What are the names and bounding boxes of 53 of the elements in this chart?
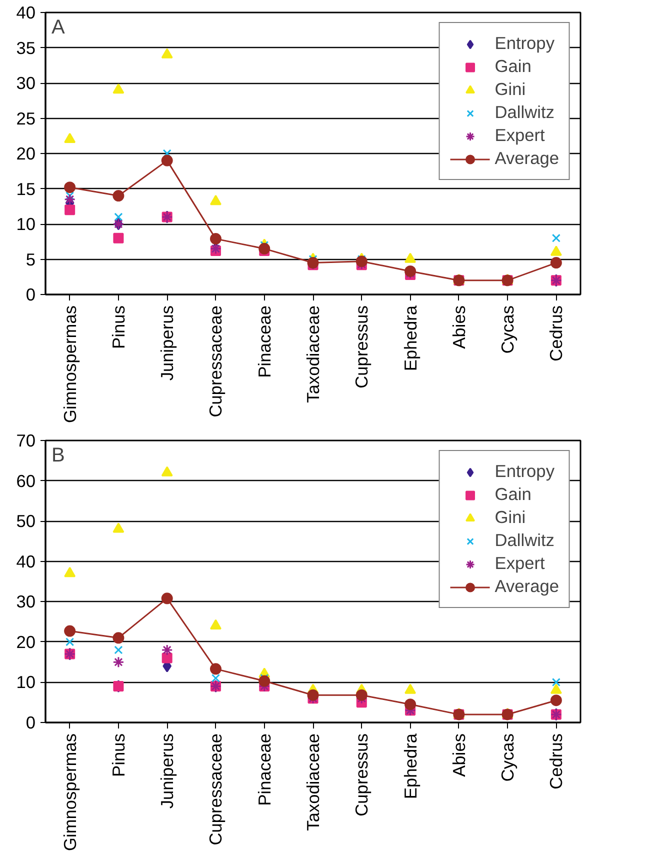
x-tick-label: Pinaceae (254, 733, 274, 806)
y-tick-label: 30 (16, 592, 36, 612)
legend-label: Entropy (494, 461, 554, 482)
y-tick-label: 0 (26, 284, 36, 304)
y-tick-label: 70 (16, 430, 36, 450)
x-tick-label: Abies (448, 733, 469, 777)
legend-label: Gain (494, 56, 532, 77)
chart-title: B (52, 444, 65, 466)
x-tick-label: Cupressaceae (206, 305, 226, 418)
chart-title: A (52, 16, 66, 38)
y-tick-label: 40 (16, 2, 36, 22)
x-tick-label: Juniperus (157, 305, 178, 381)
x-tick-label: Cedrus (546, 733, 566, 790)
legend-label: Gini (494, 79, 526, 100)
y-tick-label: 20 (16, 144, 36, 164)
y-tick-label: 10 (16, 214, 36, 234)
legend-label: Dallwitz (494, 530, 554, 551)
y-tick-label: 15 (16, 178, 36, 199)
y-tick-label: 10 (16, 672, 36, 692)
y-tick-label: 30 (16, 73, 36, 93)
x-tick-label: Gimnospermas (60, 733, 80, 851)
x-tick-label: Cupressaceae (206, 733, 226, 846)
legend-label: Average (494, 576, 559, 597)
x-tick-label: Pinus (108, 305, 128, 349)
y-tick-label: 5 (26, 249, 36, 270)
x-tick-label: Taxodiaceae (303, 733, 323, 831)
y-tick-label: 60 (16, 470, 36, 491)
x-tick-label: Pinaceae (254, 305, 274, 378)
y-tick-label: 20 (16, 632, 36, 652)
legend-label: Dallwitz (494, 102, 554, 123)
x-tick-label: Pinus (108, 733, 128, 777)
y-tick-label: 40 (16, 551, 36, 572)
legend-label: Gini (494, 507, 526, 528)
x-tick-label: Cedrus (546, 305, 566, 362)
legend-label: Expert (494, 553, 545, 574)
x-tick-label: Gimnospermas (60, 305, 80, 423)
x-tick-label: Ephedra (400, 733, 420, 800)
legend-label: Gain (494, 484, 532, 505)
x-tick-label: Cupressus (352, 305, 372, 388)
legend-label: Expert (494, 125, 545, 146)
x-tick-label: Juniperus (157, 733, 178, 809)
y-tick-label: 50 (16, 511, 36, 532)
x-tick-label: Taxodiaceae (303, 305, 323, 403)
legend-label: Entropy (494, 33, 554, 54)
legend-label: Average (494, 148, 559, 169)
x-tick-label: Cycas (498, 305, 518, 354)
x-tick-label: Ephedra (400, 305, 420, 372)
y-tick-label: 35 (16, 38, 36, 58)
x-tick-label: Cupressus (352, 733, 372, 816)
y-tick-label: 25 (16, 108, 36, 128)
x-tick-label: Cycas (498, 733, 518, 782)
y-tick-label: 0 (26, 712, 36, 732)
x-tick-label: Abies (448, 305, 469, 349)
